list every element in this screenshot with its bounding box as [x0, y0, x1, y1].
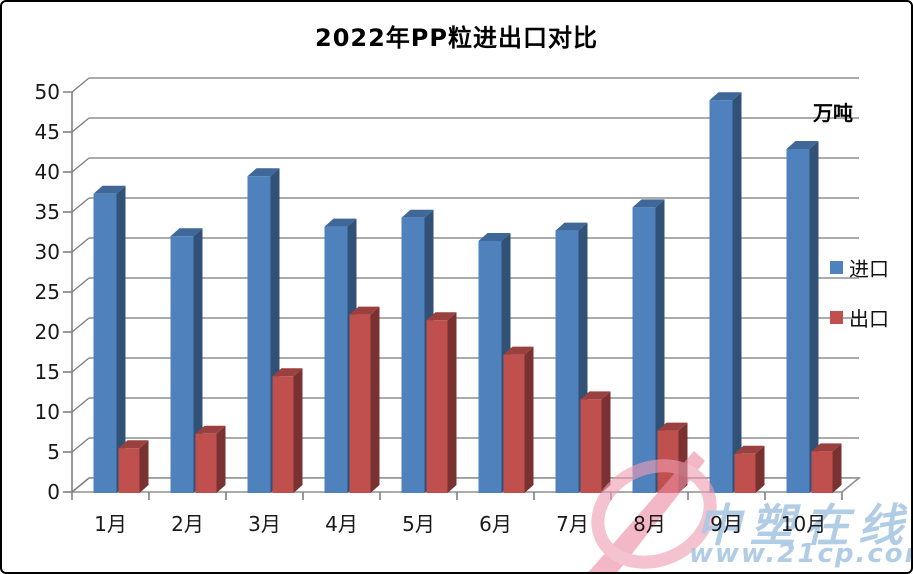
bar-top-face — [734, 445, 765, 454]
bar-front-face — [632, 207, 656, 493]
bar-top-face — [580, 391, 611, 400]
bar-top-face — [811, 443, 842, 452]
bar-出口-9月 — [734, 445, 765, 493]
bar-进口-8月 — [632, 199, 665, 493]
bar-side-face — [293, 368, 303, 493]
y-axis-depth-connector — [71, 357, 90, 373]
bar-side-face — [193, 228, 203, 493]
bar-进口-2月 — [170, 228, 203, 493]
bar-side-face — [809, 141, 819, 493]
bar-side-face — [732, 92, 742, 493]
bar-top-face — [709, 92, 742, 101]
bar-front-face — [657, 430, 679, 493]
bar-出口-10月 — [811, 443, 842, 493]
legend-label: 出口 — [849, 307, 889, 331]
y-axis-depth-connector — [71, 437, 90, 453]
bar-front-face — [401, 217, 425, 494]
bar-进口-10月 — [786, 141, 819, 493]
bar-front-face — [349, 314, 371, 493]
bar-side-face — [655, 199, 665, 493]
bar-出口-6月 — [503, 346, 534, 493]
bar-出口-4月 — [349, 306, 380, 493]
bar-front-face — [786, 149, 810, 493]
y-axis-depth-connector — [71, 317, 90, 333]
bar-front-face — [118, 448, 140, 493]
bar-top-face — [349, 306, 380, 315]
legend-item-出口: 出口 — [830, 303, 889, 332]
bar-top-face — [170, 228, 203, 237]
legend-swatch-icon — [830, 311, 843, 324]
chart-title: 2022年PP粒进出口对比 — [315, 24, 598, 52]
bar-front-face — [93, 193, 117, 494]
y-axis-depth-connector — [71, 157, 90, 173]
bar-top-face — [93, 185, 126, 194]
bar-进口-9月 — [709, 92, 742, 493]
bar-出口-7月 — [580, 391, 611, 493]
bar-side-face — [678, 422, 688, 493]
bar-front-face — [195, 433, 217, 493]
bar-front-face — [170, 236, 194, 493]
bar-top-face — [503, 346, 534, 355]
legend-item-进口: 进口 — [830, 253, 889, 282]
bar-side-face — [832, 443, 842, 493]
bar-出口-1月 — [118, 440, 149, 493]
bar-side-face — [601, 391, 611, 493]
bar-side-face — [116, 185, 126, 494]
bar-top-face — [426, 312, 457, 321]
bar-front-face — [503, 354, 525, 493]
y-axis-depth-connector — [71, 477, 90, 493]
y-axis-depth-connector — [71, 197, 90, 213]
bar-top-face — [657, 422, 688, 431]
bar-front-face — [272, 376, 294, 493]
bar-front-face — [734, 453, 756, 493]
bar-side-face — [216, 425, 226, 493]
bar-top-face — [324, 218, 357, 227]
bar-front-face — [324, 226, 348, 493]
bar-出口-5月 — [426, 312, 457, 493]
y-axis-depth-connector — [71, 237, 90, 253]
bar-side-face — [139, 440, 149, 493]
bar-side-face — [447, 312, 457, 493]
bar-进口-1月 — [93, 185, 126, 494]
bar-side-face — [370, 306, 380, 493]
y-axis-unit-label: 万吨 — [813, 101, 853, 125]
bar-side-face — [524, 346, 534, 493]
legend-label: 进口 — [849, 257, 889, 281]
legend-swatch-icon — [830, 261, 843, 274]
bar-front-face — [426, 320, 448, 493]
bar-top-face — [247, 168, 280, 177]
bar-top-face — [401, 209, 434, 218]
y-axis-depth-connector — [71, 77, 90, 93]
y-axis-depth-connector — [71, 117, 90, 133]
legend: 进口 出口 — [830, 253, 889, 353]
bar-top-face — [272, 368, 303, 377]
bar-side-face — [755, 445, 765, 493]
bar-front-face — [478, 241, 502, 493]
bar-front-face — [555, 230, 579, 493]
y-axis-depth-connector — [71, 277, 90, 293]
bar-front-face — [709, 100, 733, 493]
bar-top-face — [478, 233, 511, 241]
bar-出口-8月 — [657, 422, 688, 493]
bar-front-face — [811, 451, 833, 493]
bar-top-face — [786, 141, 819, 149]
bar-top-face — [632, 199, 665, 208]
bar-top-face — [555, 222, 588, 231]
bar-front-face — [580, 399, 602, 493]
bar-出口-3月 — [272, 368, 303, 493]
y-axis-depth-connector — [71, 397, 90, 413]
bar-出口-2月 — [195, 425, 226, 493]
bar-top-face — [195, 425, 226, 434]
bar-top-face — [118, 440, 149, 449]
bar-front-face — [247, 176, 271, 493]
